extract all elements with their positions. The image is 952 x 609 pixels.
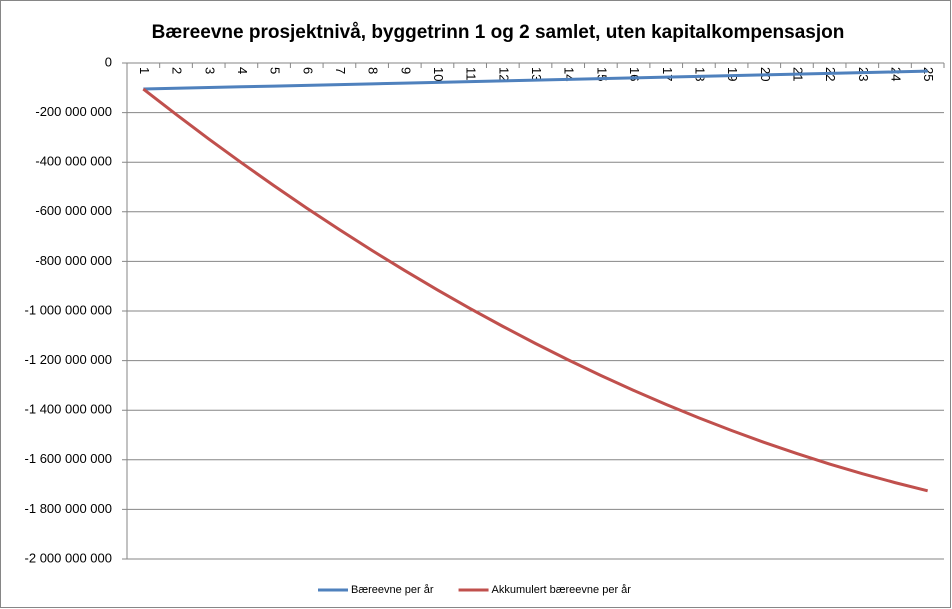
legend-label: Bæreevne per år — [351, 584, 434, 596]
x-tick-label: 6 — [300, 67, 315, 74]
y-tick-label: -2 000 000 000 — [25, 550, 112, 565]
x-tick-label: 12 — [496, 67, 511, 81]
x-tick-label: 1 — [137, 67, 152, 74]
y-tick-label: -1 800 000 000 — [25, 501, 112, 516]
x-tick-label: 25 — [921, 67, 936, 81]
y-tick-label: -800 000 000 — [35, 253, 112, 268]
x-tick-label: 2 — [170, 67, 185, 74]
chart-title: Bæreevne prosjektnivå, byggetrinn 1 og 2… — [152, 22, 845, 43]
y-tick-label: -600 000 000 — [35, 203, 112, 218]
x-tick-label: 7 — [333, 67, 348, 74]
y-tick-label: 0 — [105, 54, 112, 69]
y-tick-label: -400 000 000 — [35, 154, 112, 169]
x-tick-label: 4 — [235, 67, 250, 74]
y-tick-label: -1 400 000 000 — [25, 402, 112, 417]
legend-label: Akkumulert bæreevne per år — [492, 584, 632, 596]
y-tick-label: -1 000 000 000 — [25, 302, 112, 317]
x-tick-label: 11 — [464, 67, 479, 81]
x-tick-label: 24 — [889, 67, 904, 81]
x-tick-label: 17 — [660, 67, 675, 81]
series-line — [143, 69, 928, 91]
x-tick-label: 13 — [529, 67, 544, 81]
x-tick-label: 10 — [431, 67, 446, 81]
y-tick-label: -200 000 000 — [35, 104, 112, 119]
x-tick-label: 9 — [398, 67, 413, 74]
x-tick-label: 23 — [856, 67, 871, 81]
x-tick-label: 8 — [366, 67, 381, 74]
y-tick-label: -1 600 000 000 — [25, 451, 112, 466]
x-tick-label: 5 — [268, 67, 283, 74]
x-tick-label: 18 — [692, 67, 707, 81]
series-line — [142, 87, 929, 493]
y-tick-label: -1 200 000 000 — [25, 352, 112, 367]
x-tick-label: 3 — [202, 67, 217, 74]
